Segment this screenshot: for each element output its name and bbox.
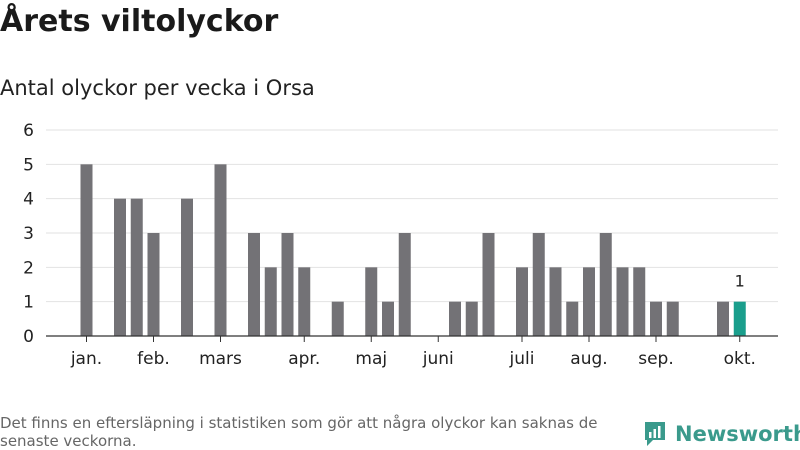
chart-title: Årets viltolyckor [0,4,279,39]
y-tick-label: 6 [23,121,34,141]
bar [281,233,294,336]
bar [482,233,495,336]
y-tick-label: 0 [23,327,34,347]
x-tick-label: okt. [724,349,756,369]
bar [214,164,227,336]
bar [331,301,344,336]
bar [398,233,411,336]
bar [650,301,662,336]
bar [549,267,562,336]
bar [666,301,679,336]
y-tick-label: 2 [23,258,34,278]
bar [382,301,394,336]
x-tick-label: feb. [137,349,170,369]
bar [516,267,528,336]
newsworthy-icon [645,422,665,446]
x-tick-label: juni [422,349,454,369]
y-tick-label: 1 [23,293,34,313]
x-tick-label: apr. [288,349,320,369]
bar [465,301,478,336]
bar [298,267,311,336]
x-tick-label: aug. [570,349,607,369]
bar [532,233,545,336]
x-tick-label: maj [355,349,387,369]
bar-chart: 0 1 2 3 4 5 6 1 jan. feb. mars apr. maj juni juli aug. s… [23,121,778,369]
x-tick-label: mars [199,349,242,369]
bar [248,233,260,336]
bar [449,301,461,336]
footnote: Det finns en eftersläpning i statistiken… [0,414,598,450]
bar [130,198,143,336]
data-label: 1 [735,272,745,291]
x-tick-label: juli [509,349,535,369]
bar [80,164,93,336]
bar [717,301,729,336]
bar [365,267,378,336]
brand-name: Newsworthy [675,422,800,446]
bar [633,267,646,336]
y-tick-label: 3 [23,224,34,244]
bar [616,267,629,336]
y-tick-label: 4 [23,190,34,210]
bar [181,198,193,336]
bar [147,233,160,336]
brand-logo: Newsworthy [643,420,800,448]
x-tick-label: sep. [638,349,674,369]
bar [599,233,612,336]
bar [264,267,277,336]
bar-highlight [733,301,746,336]
bar [566,301,579,336]
bar [114,198,126,336]
y-tick-label: 5 [23,155,34,175]
bar [583,267,595,336]
x-tick-label: jan. [70,349,102,369]
chart-subtitle: Antal olyckor per vecka i Orsa [0,76,315,100]
